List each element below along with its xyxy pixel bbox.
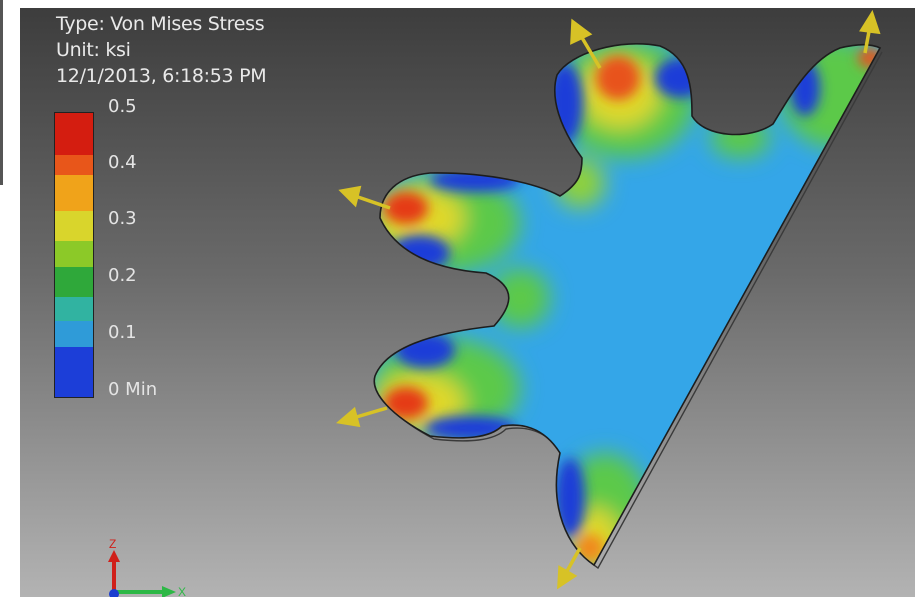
legend-band-teal (55, 297, 93, 321)
low-zone (395, 332, 455, 368)
load-arrow (354, 194, 391, 210)
legend-band-green (55, 267, 93, 297)
stress-color-legend (54, 112, 94, 398)
result-unit-label: Unit: ksi (56, 39, 131, 61)
triad-z-label: Z (109, 538, 116, 551)
arrowhead (557, 565, 578, 590)
arrowhead (570, 18, 593, 45)
load-arrow (564, 547, 582, 574)
hot-spot (576, 534, 604, 562)
legend-tick-0-1: 0.1 (108, 322, 137, 343)
arrowhead (338, 185, 362, 208)
contour-zone (710, 118, 770, 158)
low-zone (790, 60, 820, 116)
legend-tick-min: 0 Min (108, 379, 158, 400)
arrowhead (859, 9, 881, 35)
legend-band-light-blue (55, 321, 93, 347)
legend-band-red-orange (55, 155, 93, 175)
legend-band-yellow-green (55, 241, 93, 267)
triad-x-arrowhead (162, 586, 176, 597)
low-zone (555, 458, 585, 538)
triad-origin (109, 589, 119, 597)
coordinate-triad[interactable]: Z X (94, 538, 204, 597)
contour-fill-group (374, 43, 880, 565)
legend-band-blue (55, 347, 93, 397)
legend-tick-0-3: 0.3 (108, 208, 137, 229)
contour-zone (490, 268, 550, 328)
legend-band-yellow (55, 211, 93, 241)
legend-band-orange (55, 175, 93, 211)
arrowhead (336, 406, 361, 428)
left-edge-bar (0, 0, 3, 185)
load-arrows (336, 9, 881, 590)
legend-band-red (55, 113, 93, 155)
hot-spot (384, 387, 428, 419)
stress-contour-model[interactable] (20, 8, 915, 597)
triad-x-label: X (178, 585, 186, 597)
contour-zone (555, 158, 605, 208)
legend-tick-0-4: 0.4 (108, 152, 137, 173)
part-outline (373, 43, 882, 567)
legend-tick-0-5: 0.5 (108, 96, 137, 117)
load-arrow (352, 406, 388, 420)
load-arrow (579, 35, 602, 69)
low-zone (655, 58, 705, 98)
hot-spot (596, 56, 640, 100)
hot-spot (384, 192, 428, 224)
fea-viewport[interactable]: Type: Von Mises Stress Unit: ksi 12/1/20… (20, 8, 915, 597)
result-timestamp: 12/1/2013, 6:18:53 PM (56, 65, 267, 87)
triad-z-arrowhead (108, 550, 120, 562)
legend-tick-0-2: 0.2 (108, 265, 137, 286)
low-zone (430, 168, 520, 192)
result-type-label: Type: Von Mises Stress (56, 13, 265, 35)
